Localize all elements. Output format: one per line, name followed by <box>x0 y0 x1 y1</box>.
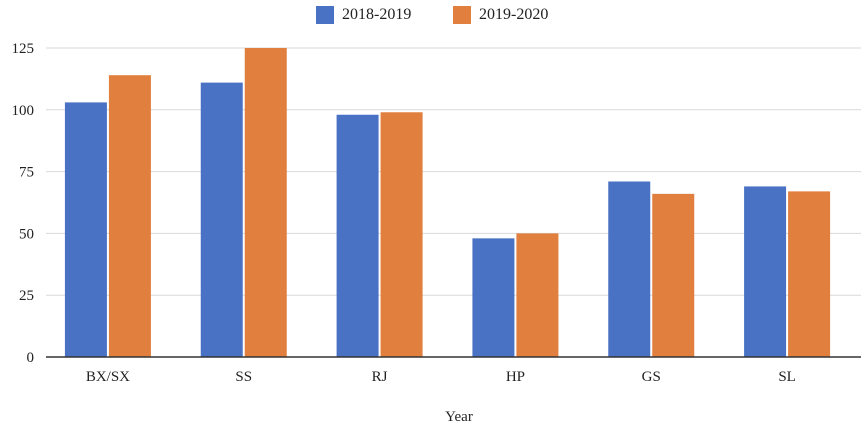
y-tick-label: 75 <box>19 165 34 181</box>
bar-2018-2019-SS <box>200 82 243 357</box>
x-tick-label: RJ <box>372 369 388 385</box>
x-tick-label: SL <box>778 369 796 385</box>
bar-2018-2019-BX-SX <box>64 102 107 357</box>
bar-2019-2020-HP <box>516 233 559 357</box>
x-tick-label: SS <box>235 369 252 385</box>
bar-2018-2019-SL <box>744 186 787 357</box>
x-tick-label: HP <box>506 369 525 385</box>
bar-2018-2019-GS <box>608 181 651 357</box>
bar-2019-2020-SL <box>788 191 831 357</box>
bar-2019-2020-RJ <box>380 112 423 357</box>
y-tick-label: 50 <box>19 226 34 242</box>
x-tick-label: BX/SX <box>86 369 130 385</box>
legend-swatch-2018-2019 <box>316 6 334 24</box>
legend-label-2018-2019: 2018-2019 <box>342 6 412 23</box>
bar-2018-2019-RJ <box>336 114 379 357</box>
legend-swatch-2019-2020 <box>453 6 471 24</box>
bar-2019-2020-BX-SX <box>108 75 151 357</box>
bar-2019-2020-GS <box>652 193 695 357</box>
legend-label-2019-2020: 2019-2020 <box>479 6 549 23</box>
y-tick-label: 0 <box>27 350 35 366</box>
y-tick-label: 25 <box>19 288 34 304</box>
y-tick-label: 100 <box>12 103 35 119</box>
x-tick-label: GS <box>642 369 661 385</box>
bar-2019-2020-SS <box>244 48 287 357</box>
x-axis-title: Year <box>445 409 473 425</box>
bar-2018-2019-HP <box>472 238 515 357</box>
y-tick-label: 125 <box>12 41 35 57</box>
